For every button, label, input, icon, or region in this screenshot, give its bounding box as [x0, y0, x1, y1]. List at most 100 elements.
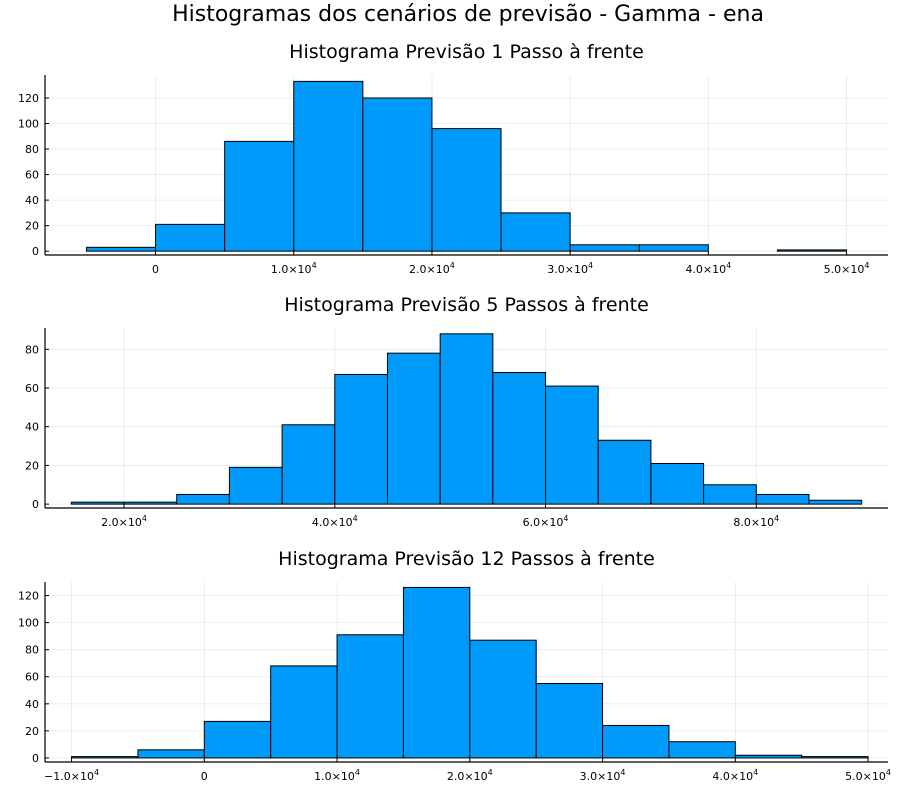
histogram-bar — [70, 501, 125, 505]
histogram-bar — [808, 499, 863, 505]
y-tick-label: 0 — [32, 245, 39, 258]
histogram-bar — [668, 741, 736, 759]
y-tick-label: 80 — [25, 644, 39, 657]
x-tick-label: 4.0×104 — [712, 768, 758, 783]
x-tick-label-exponent: 4 — [488, 768, 493, 777]
x-tick-label: 3.0×104 — [580, 768, 626, 783]
x-tick-label-base: 5.0×10 — [845, 770, 886, 783]
panel-title: Histograma Previsão 1 Passo à frente — [289, 41, 644, 63]
histogram-bar — [71, 756, 139, 759]
figure-suptitle: Histogramas dos cenários de previsão - G… — [172, 2, 764, 27]
histogram-panel-1-step: Histograma Previsão 1 Passo à frente 0 20 4… — [18, 41, 888, 276]
histogram-bar — [85, 246, 157, 252]
x-tick-label-exponent: 4 — [886, 768, 891, 777]
x-tick-label-base: 2.0×10 — [447, 770, 488, 783]
x-tick-label-exponent: 4 — [620, 768, 625, 777]
x-tick-label-exponent: 4 — [312, 261, 317, 270]
x-tick-label-base: 3.0×10 — [580, 770, 621, 783]
x-tick-label-base: 4.0×10 — [685, 263, 726, 276]
x-tick-label-exponent: 4 — [774, 514, 779, 523]
y-tick-label: 20 — [25, 220, 39, 233]
histogram-bar — [334, 373, 388, 505]
panel-title: Histograma Previsão 12 Passos à frente — [278, 548, 655, 570]
x-tick-label-exponent: 4 — [753, 768, 758, 777]
histogram-bar — [545, 385, 599, 505]
histogram-bar — [776, 249, 848, 252]
histogram-panel-5-steps: Histograma Previsão 5 Passos à frente 0 20… — [25, 294, 888, 529]
x-tick-label-exponent: 4 — [142, 514, 147, 523]
x-tick-label-base: 4.0×10 — [312, 516, 353, 529]
x-tick-label-base: 2.0×10 — [101, 516, 142, 529]
x-tick-label-base: 0 — [152, 263, 159, 276]
x-tick-label-base: 6.0×10 — [523, 516, 564, 529]
y-tick-label: 60 — [25, 671, 39, 684]
y-tick-label: 120 — [18, 92, 39, 105]
histogram-bar — [123, 501, 178, 505]
histogram-bar — [469, 639, 537, 759]
x-tick-label-base: 2.0×10 — [409, 263, 450, 276]
histogram-bar — [755, 493, 810, 505]
y-tick-label: 60 — [25, 169, 39, 182]
histogram-bar — [386, 352, 441, 505]
x-tick-label-base: 8.0×10 — [733, 516, 774, 529]
histogram-bar — [638, 244, 709, 252]
x-tick-label: 3.0×104 — [547, 261, 593, 276]
x-tick-label: 8.0×104 — [733, 514, 779, 529]
y-tick-label: 20 — [25, 725, 39, 738]
x-tick-label: 2.0×104 — [447, 768, 493, 783]
x-tick-label: 2.0×104 — [409, 261, 455, 276]
x-tick-label-exponent: 4 — [563, 514, 568, 523]
histogram-bar — [439, 333, 494, 505]
x-tick-label: 6.0×104 — [523, 514, 569, 529]
x-tick-label: 0 — [152, 263, 159, 276]
histogram-bar — [703, 484, 757, 505]
x-tick-label: 4.0×104 — [685, 261, 731, 276]
x-tick-label-exponent: 4 — [94, 768, 99, 777]
x-tick-label: 1.0×104 — [314, 768, 360, 783]
histogram-bar — [431, 128, 502, 252]
histogram-bar — [535, 683, 604, 759]
histogram-bar — [734, 754, 803, 759]
y-tick-label: 80 — [25, 343, 39, 356]
histogram-bar — [801, 756, 869, 759]
histogram-bar — [137, 749, 205, 759]
x-tick-label-exponent: 4 — [450, 261, 455, 270]
histogram-bar — [228, 466, 283, 505]
histogram-bar — [362, 97, 433, 252]
x-tick-label-exponent: 4 — [864, 261, 869, 270]
x-tick-label-exponent: 4 — [355, 768, 360, 777]
x-tick-label: 1.0×104 — [271, 261, 317, 276]
x-tick-label: −1.0×104 — [44, 768, 99, 783]
x-tick-label: 0 — [201, 770, 208, 783]
y-tick-label: 0 — [32, 498, 39, 511]
x-tick-label-exponent: 4 — [353, 514, 358, 523]
x-tick-label: 5.0×104 — [845, 768, 891, 783]
y-tick-label: 40 — [25, 698, 39, 711]
y-tick-label: 20 — [25, 459, 39, 472]
histogram-bar — [597, 439, 652, 505]
x-tick-label: 4.0×104 — [312, 514, 358, 529]
y-tick-label: 100 — [18, 617, 39, 630]
histogram-bar — [569, 244, 640, 252]
histogram-bar — [224, 140, 295, 252]
y-tick-label: 0 — [32, 752, 39, 765]
histogram-panel-12-steps: Histograma Previsão 12 Passos à frente 0 2… — [18, 548, 891, 783]
y-tick-label: 120 — [18, 590, 39, 603]
histogram-bar — [650, 462, 705, 505]
histogram-bar — [176, 493, 230, 505]
x-tick-label: 2.0×104 — [101, 514, 147, 529]
x-tick-label-exponent: 4 — [588, 261, 593, 270]
histogram-bar — [500, 212, 571, 252]
histogram-bar — [293, 80, 364, 252]
x-tick-label-base: 4.0×10 — [712, 770, 753, 783]
x-tick-label-base: 1.0×10 — [271, 263, 312, 276]
histogram-bar — [492, 372, 547, 505]
x-tick-label-base: −1.0×10 — [44, 770, 94, 783]
x-tick-label-base: 5.0×10 — [824, 263, 865, 276]
y-tick-label: 40 — [25, 421, 39, 434]
y-tick-label: 60 — [25, 382, 39, 395]
histogram-bar — [270, 665, 338, 759]
histogram-bar — [203, 720, 272, 759]
y-tick-label: 100 — [18, 118, 39, 131]
